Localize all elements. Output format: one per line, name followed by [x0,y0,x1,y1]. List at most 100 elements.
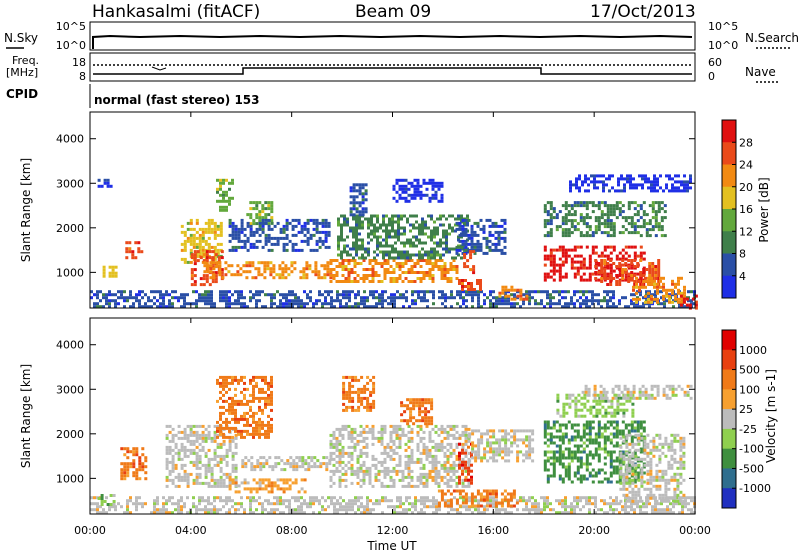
power-cell [621,248,625,252]
velocity-cell [201,508,204,512]
power-cell [647,177,650,181]
velocity-cell [386,454,390,458]
power-cell [201,227,205,231]
power-cell [300,248,304,252]
power-cell [630,271,634,274]
power-cell [642,280,646,283]
velocity-cell [348,393,352,397]
power-cell [591,293,594,297]
velocity-cell [225,511,228,515]
power-cell [237,299,240,303]
power-cell [285,227,289,231]
power-cell [602,183,605,187]
power-cell [674,297,677,301]
velocity-cell [298,465,302,469]
velocity-cell [219,442,223,446]
power-ytick-label: 1000 [56,266,84,279]
velocity-cell [351,384,355,388]
velocity-cell [246,399,249,403]
power-cell [165,290,168,294]
power-cell [600,259,604,262]
power-cell [476,239,480,243]
power-cell [373,214,376,218]
velocity-cell [335,442,339,446]
velocity-cell [219,508,222,512]
velocity-cell [428,472,432,476]
power-cell [297,302,300,306]
velocity-cell [189,433,193,437]
power-cell [689,177,692,181]
power-cell [398,184,402,188]
velocity-cell [264,399,267,403]
power-cell [588,299,591,303]
power-cell [494,242,498,246]
power-cell [660,216,664,220]
power-cell [412,214,415,218]
power-cell [258,213,262,217]
power-cell [419,265,423,268]
velocity-cell [141,462,145,466]
power-cell [689,174,692,178]
velocity-cell [534,502,537,506]
velocity-cell [416,478,420,482]
power-cell [285,296,288,300]
power-cell [458,245,462,249]
power-cell [606,231,610,235]
power-cell [174,290,177,294]
velocity-cell [192,496,195,500]
velocity-cell [255,432,258,436]
power-cell [442,232,445,236]
velocity-cell [432,505,435,509]
power-cell [683,183,686,187]
power-cell [606,210,610,214]
velocity-cell [195,463,199,467]
velocity-cell [270,490,274,494]
velocity-cell [183,472,187,476]
velocity-cell [681,502,684,506]
velocity-cell [437,433,441,437]
velocity-cell [213,463,217,467]
power-cell [400,226,403,230]
power-cell [431,196,435,200]
power-cell [546,293,549,297]
power-cell [195,302,198,306]
power-cell [267,207,271,211]
velocity-cell [389,424,393,428]
power-cell [650,183,653,187]
velocity-cell [618,511,621,515]
noise-tick-top-left: 10^5 [56,20,86,33]
velocity-cell [265,459,269,463]
power-cell [379,235,382,239]
velocity-cell [231,435,234,439]
velocity-cell [395,424,399,428]
power-cell [343,214,346,218]
power-cell [433,256,436,260]
velocity-cell [357,408,361,412]
velocity-cell [222,435,225,439]
power-cell [413,193,417,197]
power-cell [218,273,222,277]
velocity-cell [156,496,159,500]
power-cell [603,278,607,282]
velocity-cell [561,499,564,503]
power-cell [267,213,271,217]
velocity-cell [225,475,229,479]
velocity-cell [422,475,426,479]
power-cell [303,290,306,294]
power-cell [411,290,414,294]
velocity-cell [464,439,468,443]
power-band-6 [216,178,234,212]
power-cell [365,277,369,280]
velocity-cell [228,499,231,503]
velocity-cell [204,439,208,443]
power-cell [633,228,637,232]
velocity-cell [347,451,351,455]
power-cell [501,296,504,300]
power-colorbar-swatch [722,142,736,165]
velocity-cell [177,499,180,503]
power-cell [424,250,427,254]
velocity-cell [318,499,321,503]
power-cell [615,265,619,268]
power-cell [639,277,643,280]
